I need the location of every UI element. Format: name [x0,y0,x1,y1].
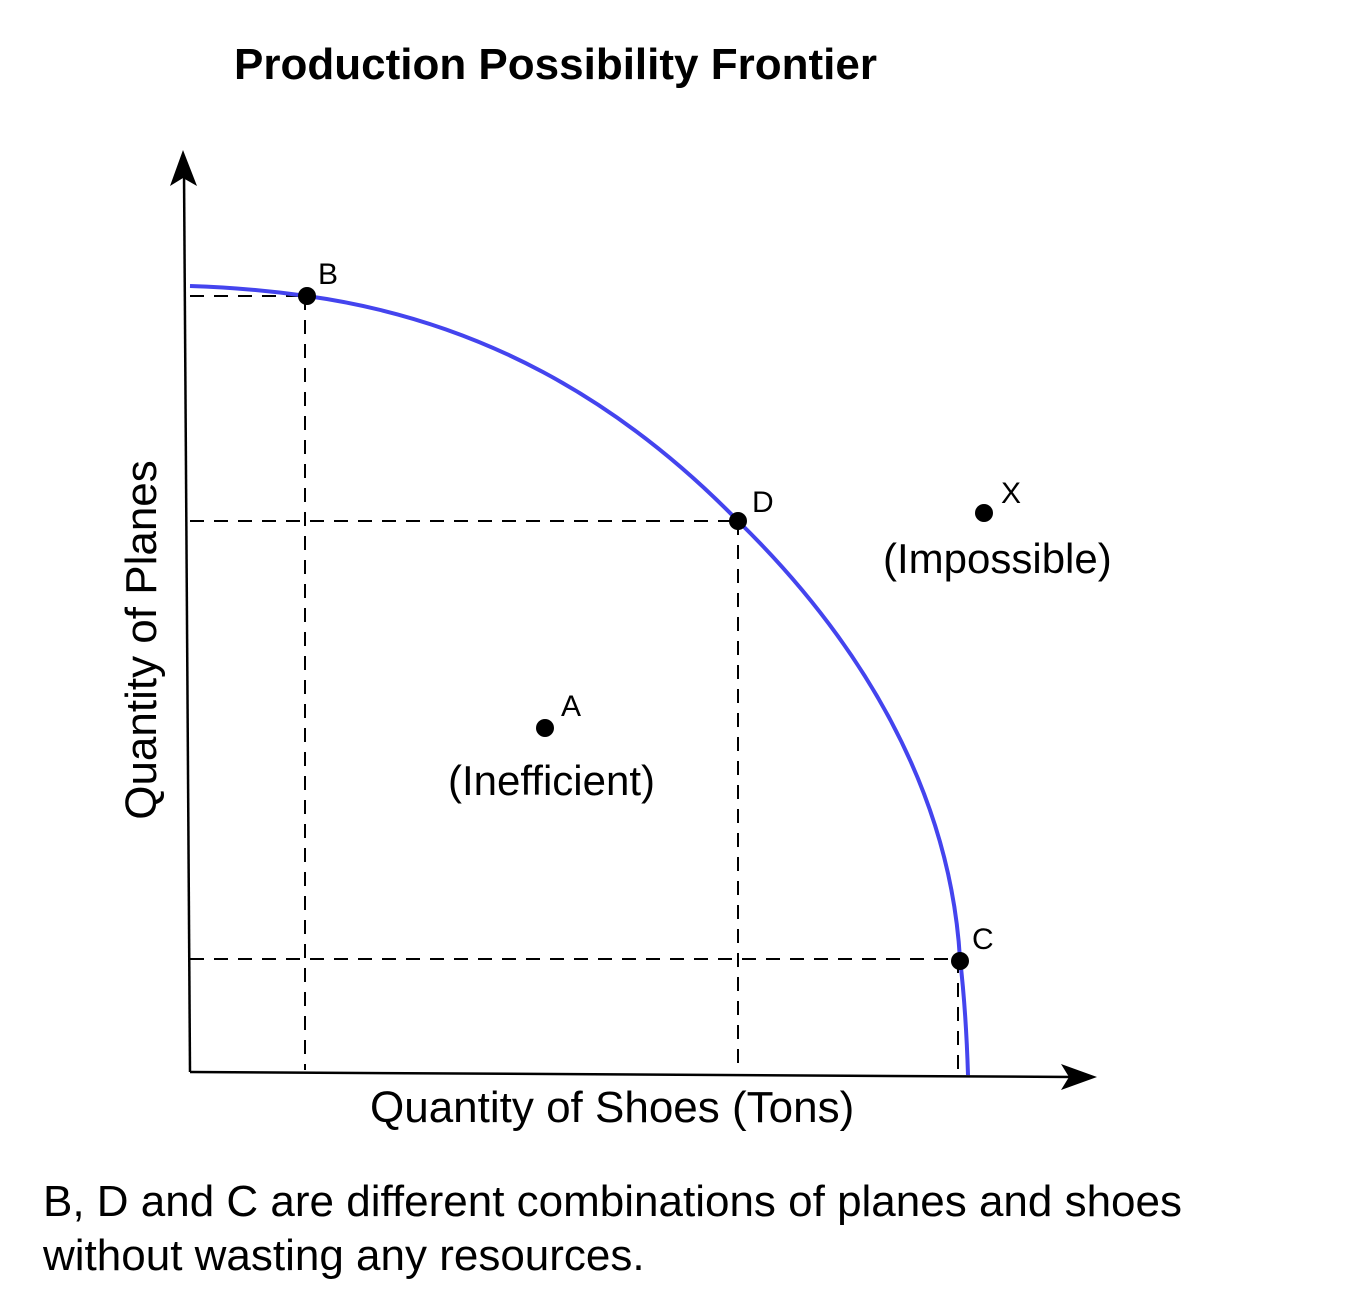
x-axis-label: Quantity of Shoes (Tons) [370,1083,855,1132]
caption: B, D and C are different combinations of… [43,1177,1182,1280]
point-d-marker [729,512,747,530]
frontier-curve [189,284,970,1076]
point-a-marker [536,719,554,737]
y-axis-label: Quantity of Planes [117,460,166,820]
point-c-label: C [972,923,994,956]
point-b-label: B [318,258,339,291]
y-axis [182,171,192,1073]
point-d-label: D [752,486,774,519]
inefficient-label: (Inefficient) [448,757,655,804]
x-axis-arrowhead [1061,1064,1097,1090]
point-a-label: A [561,690,582,723]
point-c-marker [951,952,969,970]
guide-lines [190,295,960,1070]
x-axis [189,1070,1076,1079]
point-x-marker [975,504,993,522]
diagram-title: Production Possibility Frontier [234,40,877,89]
axes [182,171,1076,1079]
y-axis-arrowhead [170,150,197,186]
points [298,287,993,970]
impossible-label: (Impossible) [883,535,1112,582]
point-b-marker [298,287,316,305]
point-x-label: X [1001,477,1022,510]
